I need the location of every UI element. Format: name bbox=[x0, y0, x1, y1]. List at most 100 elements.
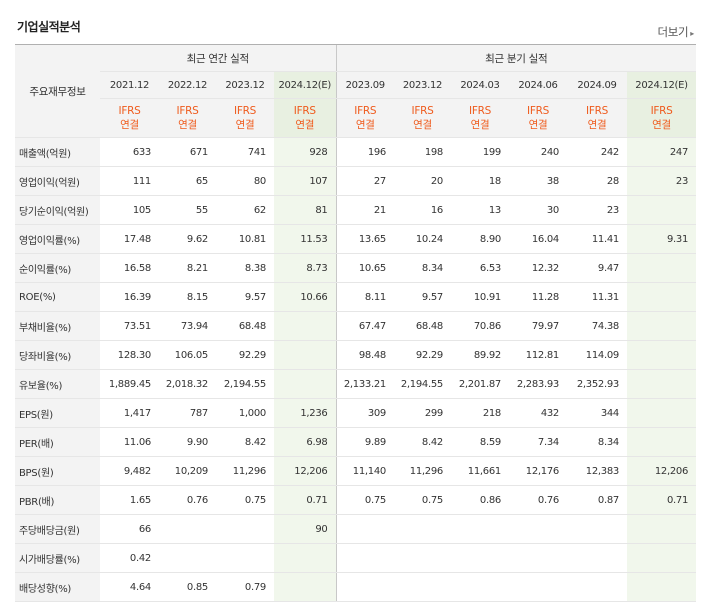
value-cell bbox=[627, 195, 697, 225]
value-cell: 13.65 bbox=[335, 224, 394, 254]
row-label: PER(배) bbox=[15, 427, 100, 457]
value-cell: 0.76 bbox=[159, 485, 216, 515]
value-cell: 106.05 bbox=[159, 340, 216, 370]
value-cell: 16.04 bbox=[509, 224, 567, 254]
table-row: 당좌비율(%) 128.30 106.05 92.29 98.48 92.29 89.92 1… bbox=[15, 340, 697, 370]
ifrs-label: IFRS bbox=[118, 105, 141, 117]
value-cell: 128.30 bbox=[100, 340, 159, 370]
ifrs-label: IFRS bbox=[650, 105, 673, 117]
value-cell: 105 bbox=[100, 195, 159, 225]
consolidated-label: 연결 bbox=[470, 119, 490, 131]
ifrs-cell: IFRS 연결 bbox=[394, 98, 451, 138]
value-cell: 13 bbox=[451, 195, 509, 225]
value-cell: 12,206 bbox=[627, 456, 697, 486]
value-cell: 8.73 bbox=[274, 253, 336, 283]
value-cell bbox=[627, 427, 697, 457]
value-cell bbox=[394, 543, 451, 573]
value-cell: 9,482 bbox=[100, 456, 159, 486]
row-label: 매출액(억원) bbox=[15, 137, 100, 167]
consolidated-label: 연결 bbox=[587, 119, 607, 131]
value-cell: 299 bbox=[394, 398, 451, 428]
ifrs-cell: IFRS 연결 bbox=[100, 98, 159, 138]
value-cell bbox=[567, 514, 627, 544]
value-cell: 70.86 bbox=[451, 311, 509, 341]
row-label: 시가배당률(%) bbox=[15, 543, 100, 573]
value-cell: 90 bbox=[274, 514, 336, 544]
value-cell: 8.34 bbox=[567, 427, 627, 457]
value-cell: 9.47 bbox=[567, 253, 627, 283]
value-cell: 80 bbox=[216, 166, 274, 196]
table-row: 매출액(억원) 633 671 741 928 196 198 199 240 242 247 bbox=[15, 137, 697, 167]
value-cell: 73.94 bbox=[159, 311, 216, 341]
value-cell: 9.57 bbox=[216, 282, 274, 312]
more-label[interactable]: 더보기 bbox=[657, 25, 689, 39]
ifrs-label: IFRS bbox=[234, 105, 256, 117]
row-label: 영업이익(억원) bbox=[15, 166, 100, 196]
value-cell: 12,383 bbox=[567, 456, 627, 486]
value-cell bbox=[627, 514, 697, 544]
value-cell bbox=[159, 543, 216, 573]
value-cell bbox=[335, 543, 394, 573]
value-cell: 18 bbox=[451, 166, 509, 196]
value-cell: 9.89 bbox=[335, 427, 394, 457]
annual-header: 최근 연간 실적 bbox=[100, 44, 336, 72]
consolidated-label: 연결 bbox=[120, 119, 139, 131]
value-cell: 11.28 bbox=[509, 282, 567, 312]
value-cell: 8.59 bbox=[451, 427, 509, 457]
section-title: 기업실적분석 bbox=[17, 20, 81, 34]
value-cell: 111 bbox=[100, 166, 159, 196]
value-cell: 247 bbox=[627, 137, 697, 167]
value-cell: 16.39 bbox=[100, 282, 159, 312]
value-cell: 11.31 bbox=[567, 282, 627, 312]
value-cell: 2,201.87 bbox=[451, 369, 509, 399]
table-row: ROE(%) 16.39 8.15 9.57 10.66 8.11 9.57 10.91 11.… bbox=[15, 282, 697, 312]
value-cell: 21 bbox=[335, 195, 394, 225]
value-cell bbox=[509, 514, 567, 544]
quarter-period: 2024.09 bbox=[567, 71, 627, 99]
table-row: 당기순이익(억원) 105 55 62 81 21 16 13 30 23 bbox=[15, 195, 697, 225]
ifrs-row: IFRS 연결 IFRS 연결 IFRS 연결 IFRS 연결 IFRS 연결 IFRS 연결 IFRS… bbox=[15, 98, 697, 138]
value-cell bbox=[627, 572, 697, 602]
value-cell bbox=[394, 572, 451, 602]
value-cell: 68.48 bbox=[394, 311, 451, 341]
ifrs-label: IFRS bbox=[176, 105, 199, 117]
value-cell: 0.42 bbox=[100, 543, 159, 573]
value-cell: 199 bbox=[451, 137, 509, 167]
value-cell: 16.58 bbox=[100, 253, 159, 283]
value-cell: 10.66 bbox=[274, 282, 336, 312]
table-row: 시가배당률(%) 0.42 bbox=[15, 543, 697, 573]
value-cell: 0.86 bbox=[451, 485, 509, 515]
value-cell bbox=[335, 514, 394, 544]
row-label: BPS(원) bbox=[15, 456, 100, 486]
value-cell: 0.79 bbox=[216, 572, 274, 602]
value-cell: 8.21 bbox=[159, 253, 216, 283]
ifrs-cell: IFRS 연결 bbox=[216, 98, 274, 138]
value-cell: 9.31 bbox=[627, 224, 697, 254]
value-cell: 12,206 bbox=[274, 456, 336, 486]
value-cell: 11.06 bbox=[100, 427, 159, 457]
value-cell: 62 bbox=[216, 195, 274, 225]
value-cell: 11,140 bbox=[335, 456, 394, 486]
value-cell: 432 bbox=[509, 398, 567, 428]
value-cell: 2,283.93 bbox=[509, 369, 567, 399]
value-cell: 112.81 bbox=[509, 340, 567, 370]
chevron-right-icon[interactable]: ▸ bbox=[690, 29, 694, 38]
ifrs-cell: IFRS 연결 bbox=[451, 98, 509, 138]
annual-period: 2022.12 bbox=[159, 71, 216, 99]
value-cell bbox=[509, 572, 567, 602]
row-label: 순이익률(%) bbox=[15, 253, 100, 283]
value-cell: 10.91 bbox=[451, 282, 509, 312]
value-cell: 12,176 bbox=[509, 456, 567, 486]
value-cell: 0.87 bbox=[567, 485, 627, 515]
value-cell bbox=[216, 514, 274, 544]
value-cell: 8.34 bbox=[394, 253, 451, 283]
value-cell: 65 bbox=[159, 166, 216, 196]
table-row: 주당배당금(원) 66 90 bbox=[15, 514, 697, 544]
value-cell: 1,236 bbox=[274, 398, 336, 428]
value-cell bbox=[627, 340, 697, 370]
value-cell: 8.42 bbox=[394, 427, 451, 457]
value-cell bbox=[627, 311, 697, 341]
value-cell: 0.76 bbox=[509, 485, 567, 515]
annual-period: 2023.12 bbox=[216, 71, 274, 99]
more-link[interactable]: 더보기 ▸ bbox=[657, 24, 694, 40]
